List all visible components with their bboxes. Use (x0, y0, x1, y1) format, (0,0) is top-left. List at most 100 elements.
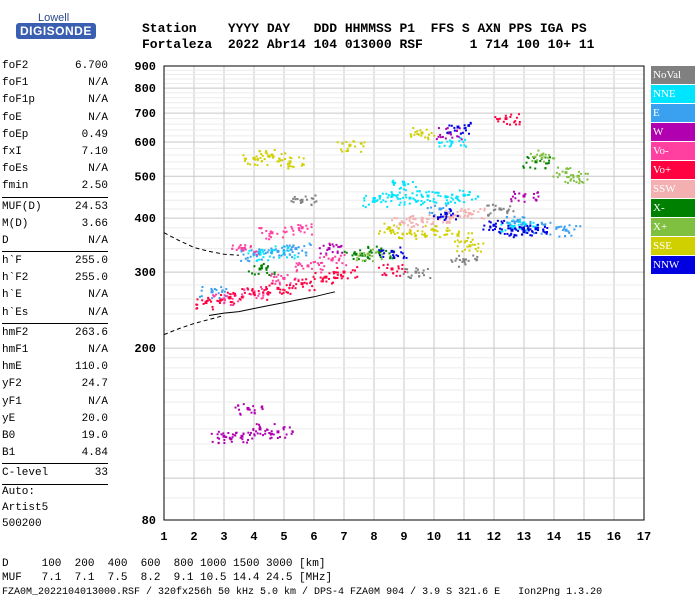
data-speck (243, 159, 246, 162)
data-speck (522, 165, 525, 168)
data-speck (280, 292, 283, 295)
data-speck (532, 221, 535, 224)
data-speck (346, 149, 349, 152)
data-speck (455, 129, 458, 132)
data-speck (223, 301, 226, 304)
data-speck (518, 226, 521, 229)
data-speck (421, 220, 424, 223)
data-point (366, 252, 370, 256)
x-tick-label: 1 (160, 530, 167, 544)
footer-muf-line: MUF 7.1 7.1 7.5 8.2 9.1 10.5 14.4 24.5 [… (2, 572, 333, 584)
data-speck (459, 132, 462, 135)
data-speck (387, 194, 390, 197)
data-speck (409, 229, 412, 232)
data-speck (527, 225, 530, 228)
data-speck (310, 267, 313, 270)
data-speck (509, 205, 512, 208)
data-speck (346, 277, 349, 280)
data-speck (372, 260, 375, 263)
data-speck (353, 252, 356, 255)
series-noval (290, 194, 515, 279)
data-speck (488, 228, 491, 231)
data-speck (238, 245, 241, 248)
data-speck (523, 227, 526, 230)
data-speck (336, 271, 339, 274)
data-speck (220, 294, 223, 297)
data-speck (255, 155, 258, 158)
data-speck (551, 157, 554, 160)
chart-profile-curves (163, 232, 336, 336)
data-speck (258, 423, 261, 426)
data-speck (382, 199, 385, 202)
param-row: foF1p N/A (2, 92, 108, 109)
data-speck (363, 199, 366, 202)
data-speck (267, 259, 270, 262)
data-speck (289, 248, 292, 251)
data-speck (401, 237, 404, 240)
data-speck (375, 251, 378, 254)
data-speck (360, 252, 363, 255)
data-speck (448, 216, 451, 219)
data-speck (578, 179, 581, 182)
data-speck (336, 276, 339, 279)
data-speck (253, 273, 256, 276)
data-speck (584, 172, 587, 175)
data-speck (467, 259, 470, 262)
param-separator (2, 463, 108, 465)
data-speck (542, 230, 545, 233)
data-speck (261, 296, 264, 299)
data-point (468, 211, 472, 215)
data-speck (410, 135, 413, 138)
data-speck (432, 221, 435, 224)
data-speck (480, 217, 483, 220)
data-speck (445, 221, 448, 224)
data-speck (446, 131, 449, 134)
data-speck (390, 200, 393, 203)
data-speck (378, 249, 381, 252)
data-speck (433, 134, 436, 137)
data-speck (268, 235, 271, 238)
legend-item-w: W (651, 123, 695, 141)
data-speck (515, 228, 518, 231)
data-speck (512, 219, 515, 222)
data-speck (445, 213, 448, 216)
data-speck (299, 263, 302, 266)
data-point (354, 252, 358, 256)
data-speck (448, 124, 451, 127)
data-speck (418, 271, 421, 274)
data-speck (295, 262, 298, 265)
data-speck (386, 267, 389, 270)
data-speck (391, 192, 394, 195)
data-speck (409, 276, 412, 279)
data-speck (357, 258, 360, 261)
data-speck (467, 208, 470, 211)
data-speck (567, 176, 570, 179)
data-speck (358, 254, 361, 257)
profile-curve-dashed (163, 232, 240, 256)
data-speck (458, 139, 461, 142)
data-speck (446, 229, 449, 232)
data-speck (255, 250, 258, 253)
data-speck (292, 201, 295, 204)
data-speck (198, 295, 201, 298)
data-speck (395, 254, 398, 257)
data-speck (260, 160, 263, 163)
x-tick-label: 15 (577, 530, 591, 544)
data-speck (444, 233, 447, 236)
data-speck (438, 236, 441, 239)
data-speck (332, 245, 335, 248)
data-speck (340, 148, 343, 151)
data-speck (445, 199, 448, 202)
data-speck (432, 200, 435, 203)
data-point (510, 226, 514, 230)
data-speck (547, 162, 550, 165)
data-speck (288, 286, 291, 289)
data-speck (319, 276, 322, 279)
data-speck (201, 286, 204, 289)
data-speck (454, 201, 457, 204)
data-speck (435, 225, 438, 228)
data-speck (363, 141, 366, 144)
data-speck (416, 229, 419, 232)
data-speck (337, 259, 340, 262)
data-speck (447, 211, 450, 214)
